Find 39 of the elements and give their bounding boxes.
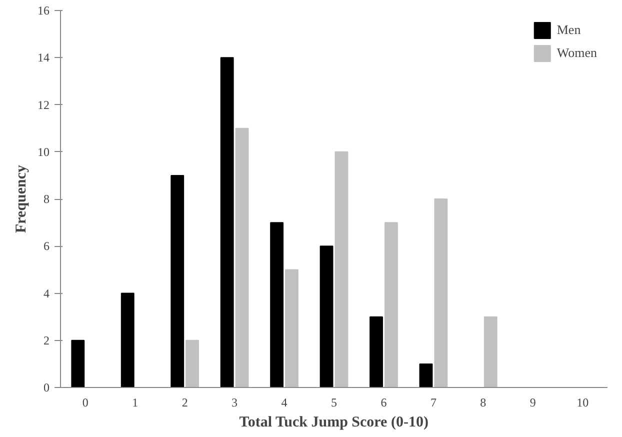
x-tick-label: 2 (182, 396, 188, 410)
y-tick-label: 2 (44, 333, 50, 348)
y-tick-label: 8 (44, 192, 50, 206)
y-tick-label: 16 (38, 4, 50, 18)
x-tick-label: 4 (281, 396, 288, 410)
bar (235, 128, 249, 388)
y-tick-label: 4 (44, 286, 50, 300)
bar (120, 292, 134, 388)
bar (419, 363, 433, 388)
x-tick-label: 6 (380, 396, 387, 410)
y-tick-label: 14 (38, 50, 50, 65)
bar (170, 174, 184, 388)
bar (334, 151, 348, 388)
x-tick-label: 3 (232, 396, 238, 410)
legend-label: Women (556, 45, 597, 61)
x-tick-label: 9 (530, 396, 536, 410)
bar (484, 316, 498, 388)
legend-label: Men (556, 22, 581, 38)
y-tick-label: 6 (44, 239, 50, 254)
bar (220, 57, 234, 388)
bar (320, 246, 334, 388)
bar (270, 222, 284, 388)
bar (370, 316, 383, 388)
x-tick-label: 1 (132, 396, 138, 410)
x-tick-label: 8 (480, 396, 486, 410)
bar (285, 269, 298, 388)
x-tick-label: 7 (430, 396, 436, 410)
x-axis-title: Total Tuck Jump Score (0-10) (239, 414, 428, 430)
x-tick-label: 10 (576, 396, 589, 410)
y-tick-label: 10 (38, 144, 50, 159)
bar (434, 198, 448, 388)
bar (71, 340, 85, 388)
y-axis-title: Frequency (14, 164, 30, 234)
bar (384, 222, 398, 388)
x-tick-label: 5 (331, 396, 337, 410)
x-tick-label: 0 (82, 396, 88, 410)
y-tick-label: 12 (38, 98, 50, 112)
y-tick-label: 0 (44, 380, 50, 394)
bar (186, 340, 199, 388)
